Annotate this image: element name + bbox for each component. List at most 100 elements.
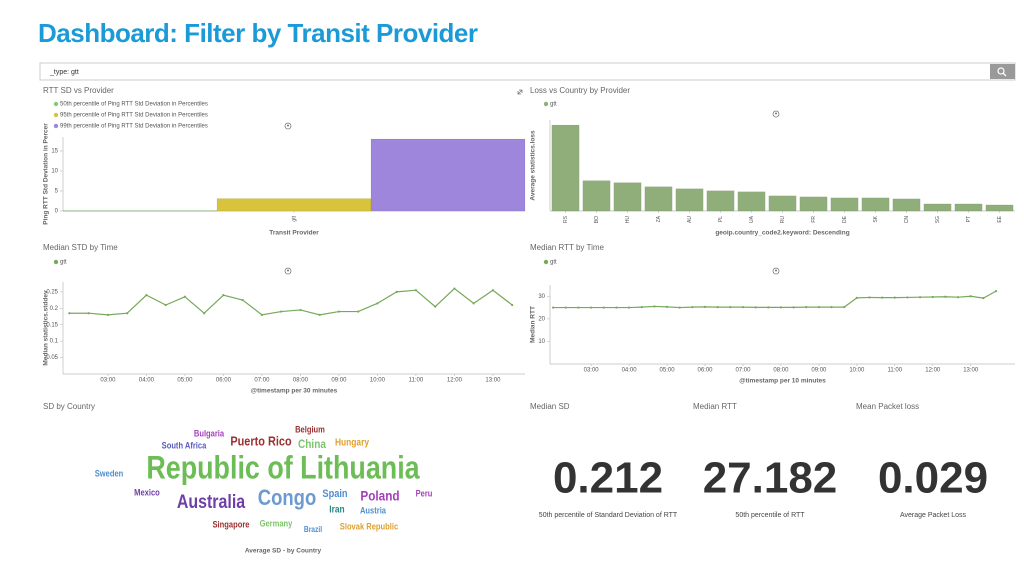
point [703, 305, 707, 308]
bar [830, 197, 859, 212]
point [395, 290, 398, 293]
bar [216, 198, 372, 212]
point [969, 295, 972, 298]
point [868, 296, 871, 299]
legend-swatch [53, 112, 59, 118]
legend-label: 99th percentile of Ping RTT Std Deviatio… [60, 124, 208, 130]
expand-icon[interactable] [517, 89, 523, 95]
point [511, 303, 514, 307]
word: Mexico [134, 487, 160, 497]
legend-swatch [543, 259, 549, 265]
point [376, 302, 379, 305]
point [602, 306, 605, 309]
bar [551, 124, 580, 212]
x-tick-label: 04:00 [139, 378, 155, 384]
point [906, 296, 909, 299]
point [68, 312, 71, 315]
bar [923, 203, 952, 212]
point [280, 310, 283, 313]
x-tick-label: 08:00 [293, 378, 309, 384]
legend-label: gtt [60, 260, 67, 266]
x-tick-label: UA [749, 215, 755, 223]
x-tick-label: 04:00 [622, 368, 638, 374]
point [855, 296, 858, 299]
x-tick-label: PL [718, 216, 724, 222]
panel-icon [287, 124, 289, 127]
point [260, 313, 264, 316]
metric-label: 50th percentile of Standard Deviation of… [539, 512, 678, 519]
point [944, 295, 947, 298]
panel-title: Median RTT by Time [530, 243, 605, 252]
point [716, 306, 719, 309]
search-query[interactable]: _type: gtt [49, 69, 79, 76]
word: Republic of Lithuania [146, 449, 419, 485]
x-axis-label: @timestamp per 30 minutes [251, 388, 338, 395]
y-tick-label: 0 [55, 209, 59, 215]
point [145, 294, 148, 297]
x-tick-label: 08:00 [773, 368, 789, 374]
word: Singapore [213, 519, 250, 529]
panel-icon [772, 267, 780, 275]
point [318, 313, 321, 316]
metric-value: 0.029 [878, 454, 988, 503]
point [577, 306, 580, 309]
metric-title: Median RTT [693, 402, 737, 411]
panel-title: Loss vs Country by Provider [530, 86, 630, 95]
bar [985, 204, 1014, 212]
point [552, 306, 555, 309]
x-tick-label: 12:00 [925, 368, 941, 374]
legend-label: 50th percentile of Ping RTT Std Deviatio… [60, 102, 208, 108]
word: Congo [258, 485, 317, 510]
word: Australia [177, 492, 246, 513]
legend-label: gtt [550, 260, 557, 266]
point [893, 296, 896, 299]
y-axis-label: Median statistics.stddev [43, 290, 50, 366]
word: Spain [322, 488, 347, 500]
point [491, 289, 495, 292]
x-tick-label: CN [904, 216, 910, 224]
search-bar[interactable] [39, 62, 1016, 81]
x-axis-label: geoip.country_code2.keyword: Descending [715, 230, 849, 237]
x-tick-label: HU [625, 216, 631, 224]
y-tick-label: 20 [538, 316, 545, 322]
x-tick-label: 07:00 [735, 368, 751, 374]
y-tick-label: 0.15 [46, 322, 58, 328]
x-tick-label: ZA [656, 215, 662, 222]
bar [582, 180, 611, 212]
bar [954, 203, 983, 212]
line [553, 290, 997, 309]
point [640, 306, 643, 309]
panel-icon [772, 110, 780, 118]
word: Slovak Republic [340, 521, 398, 531]
panel-title: Median STD by Time [43, 243, 118, 252]
point [357, 310, 360, 313]
point [931, 295, 934, 299]
legend-label: 95th percentile of Ping RTT Std Deviatio… [60, 113, 208, 119]
y-axis-label: Ping RTT Std Deviation in Percer [43, 123, 50, 225]
word: Peru [416, 488, 433, 498]
point [87, 312, 90, 315]
x-tick-label: 11:00 [888, 368, 903, 374]
point [414, 289, 418, 292]
word: Austria [360, 505, 387, 515]
x-tick-label: FR [811, 216, 817, 223]
line [69, 287, 513, 316]
x-tick-label: 03:00 [584, 368, 600, 374]
bar [62, 210, 218, 212]
point [164, 303, 167, 307]
search-button[interactable] [990, 64, 1015, 79]
x-tick-label: AU [687, 216, 693, 223]
word: Brazil [304, 525, 322, 534]
x-tick-label: 13:00 [963, 368, 979, 374]
metric-label: Average Packet Loss [900, 512, 967, 519]
x-tick-label: 09:00 [331, 378, 347, 384]
point [805, 306, 808, 309]
search-icon [997, 67, 1005, 75]
point [472, 302, 475, 305]
point [881, 296, 884, 299]
bar [706, 190, 735, 212]
x-tick-label: 11:00 [409, 378, 424, 384]
point [767, 306, 770, 309]
point [241, 298, 244, 302]
